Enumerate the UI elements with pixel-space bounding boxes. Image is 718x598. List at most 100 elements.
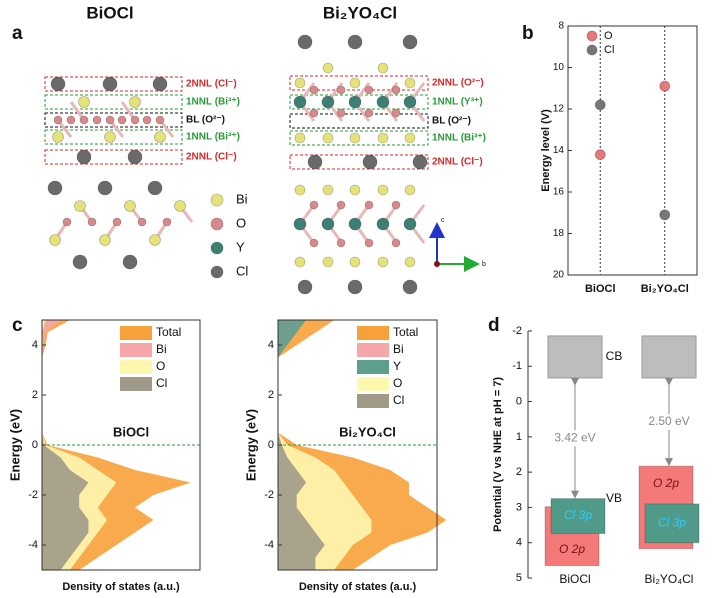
- legend-swatch: [120, 377, 152, 391]
- y-axis-label: Energy level (V): [540, 109, 552, 192]
- axis-label: c: [441, 217, 445, 224]
- atom: [364, 200, 374, 210]
- legend-label: O: [236, 215, 246, 230]
- layer-box: [289, 75, 429, 91]
- atom: [149, 234, 161, 246]
- layer-label: 1NNL (Y³⁺): [432, 97, 483, 108]
- layer-box: [44, 112, 183, 128]
- y-tick-label: 18: [553, 228, 565, 239]
- atom: [321, 217, 335, 231]
- y-tick-label: -4: [28, 539, 38, 551]
- y-tick-label: -2: [28, 489, 38, 501]
- atom: [53, 115, 63, 125]
- layer-box: [44, 76, 183, 92]
- vb-box: [644, 503, 700, 544]
- atom: [403, 217, 417, 231]
- orbital-label: Cl 3p: [564, 508, 592, 522]
- atom: [152, 76, 168, 92]
- panel-label: a: [12, 23, 23, 44]
- atom: [293, 95, 307, 109]
- structure-title: Bi₂YO₄Cl: [323, 3, 397, 22]
- atom: [294, 256, 306, 268]
- atom: [349, 256, 361, 268]
- x-axis-label: Density of states (a.u.): [62, 581, 180, 593]
- legend-label: Cl: [604, 44, 614, 56]
- orbital-label: O 2p: [653, 476, 679, 490]
- atom: [142, 115, 152, 125]
- y-tick-label: 0: [268, 439, 274, 451]
- atom: [74, 200, 86, 212]
- atom: [404, 184, 416, 196]
- y-tick-label: 4: [32, 339, 38, 351]
- legend-label: Y: [393, 359, 401, 373]
- atom: [377, 184, 389, 196]
- panel-label: d: [488, 315, 500, 336]
- layer-box: [289, 113, 429, 129]
- plot-frame: [567, 25, 698, 276]
- y-tick-label: -4: [264, 539, 274, 551]
- atom: [147, 180, 163, 196]
- atom: [104, 131, 116, 143]
- atom: [62, 217, 72, 227]
- atom: [362, 154, 378, 170]
- layer-box: [44, 149, 183, 165]
- y-tick-label: -2: [264, 489, 274, 501]
- panel-label: c: [12, 315, 23, 336]
- atom: [294, 132, 306, 144]
- y-tick-label: 20: [553, 270, 565, 281]
- atom: [377, 256, 389, 268]
- atom: [402, 34, 418, 50]
- atom: [50, 76, 66, 92]
- atom: [174, 200, 186, 212]
- vb-label: VB: [606, 491, 622, 505]
- atom: [297, 279, 313, 295]
- band-gap-label: 3.42 eV: [554, 430, 595, 444]
- point: [659, 209, 671, 221]
- atom: [377, 62, 389, 74]
- legend-label: O: [393, 376, 402, 390]
- atom: [364, 238, 374, 248]
- layer-label: 2NNL (Cl⁻): [186, 79, 237, 90]
- vb-box: [550, 498, 606, 535]
- atom: [376, 95, 390, 109]
- atom: [102, 76, 118, 92]
- axis-label: b: [482, 261, 486, 268]
- y-axis-label: Potential (V vs NHE at pH = 7): [492, 377, 504, 532]
- y-axis-label: Energy (eV): [7, 409, 22, 481]
- atom: [99, 234, 111, 246]
- y-tick-label: 1: [516, 431, 522, 443]
- atom: [72, 254, 88, 270]
- atom: [97, 180, 113, 196]
- layer-label: BL (O²⁻): [432, 116, 471, 127]
- legend-label: Cl: [236, 263, 248, 278]
- y-tick-label: -1: [512, 360, 522, 372]
- band-gap-label: 2.50 eV: [648, 414, 689, 428]
- atom: [322, 256, 334, 268]
- layer-box: [44, 94, 183, 110]
- legend-marker: [586, 30, 598, 42]
- atom: [321, 95, 335, 109]
- crystal-structures: [44, 34, 429, 295]
- atom: [336, 200, 346, 210]
- legend-swatch: [120, 343, 152, 357]
- gap-label-bg: [551, 430, 599, 447]
- y-tick-label: 14: [553, 145, 565, 156]
- atom: [349, 77, 361, 89]
- point: [594, 99, 606, 111]
- atom: [297, 34, 313, 50]
- legend-label: Bi: [393, 342, 404, 356]
- layer-label: 1NNL (Bi³⁺): [186, 132, 240, 143]
- atom: [364, 108, 374, 118]
- atom: [322, 132, 334, 144]
- x-tick-label: Bi₂YO₄Cl: [645, 572, 694, 586]
- x-tick-label: BiOCl: [585, 283, 616, 295]
- point: [659, 80, 671, 92]
- atom: [210, 265, 224, 279]
- legend-label: Total: [393, 325, 418, 339]
- atom: [78, 96, 90, 108]
- atom: [154, 131, 166, 143]
- atom: [309, 200, 319, 210]
- y-axis-label: Energy (eV): [243, 409, 258, 481]
- atom: [391, 238, 401, 248]
- atom: [391, 108, 401, 118]
